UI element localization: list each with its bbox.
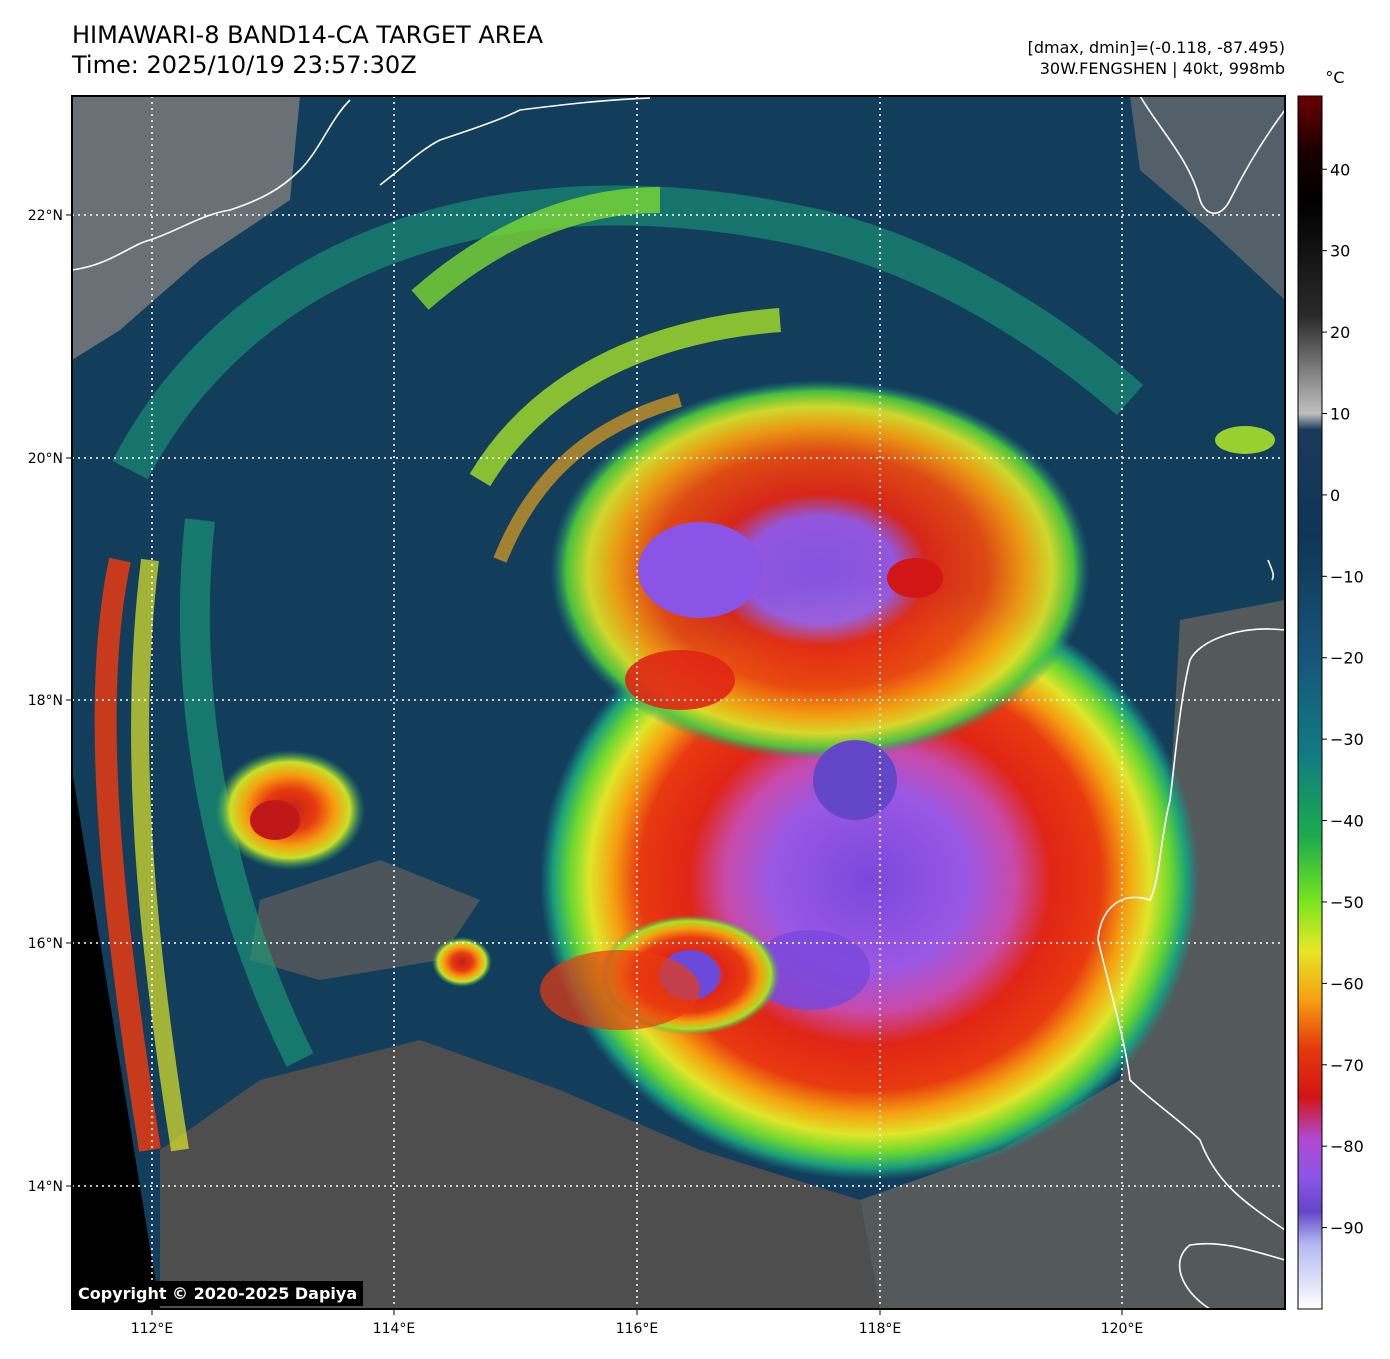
small-cell-east bbox=[1215, 426, 1275, 454]
land-south-china bbox=[72, 96, 300, 360]
map-frame bbox=[71, 95, 1286, 1310]
northern-cold-core bbox=[638, 522, 762, 618]
colorbar-tick-label: 40 bbox=[1330, 160, 1350, 179]
outer-band-1 bbox=[112, 185, 1144, 480]
central-cold-core bbox=[813, 740, 897, 820]
colorbar-tick-label: 10 bbox=[1330, 404, 1350, 423]
colorbar-unit: °C bbox=[1325, 68, 1344, 87]
west-band-teal bbox=[179, 518, 314, 1067]
colorbar-tick-label: −60 bbox=[1330, 974, 1364, 993]
coastline-china bbox=[72, 99, 351, 271]
meta-line-2: 30W.FENGSHEN | 40kt, 998mb bbox=[1039, 59, 1285, 78]
colorbar-tick-label: −20 bbox=[1330, 649, 1364, 668]
clear-sea-south bbox=[160, 1040, 880, 1309]
colorbar-ticks: 40 30 20 10 0 −10 −20 −30 −40 −50 −60 −70 −80 −90 bbox=[1322, 160, 1364, 1238]
lat-label-20: 20°N bbox=[28, 451, 63, 467]
lat-label-14: 14°N bbox=[28, 1179, 63, 1195]
west-band-yellow bbox=[131, 558, 189, 1152]
colorbar-tick-label: 20 bbox=[1330, 323, 1350, 342]
coastline-mindoro bbox=[1178, 1242, 1285, 1309]
satellite-image bbox=[72, 96, 1285, 1309]
colorbar-tick-label: 30 bbox=[1330, 242, 1350, 261]
lon-label-112: 112°E bbox=[131, 1321, 174, 1337]
lon-label-114: 114°E bbox=[373, 1321, 416, 1337]
outer-band-2 bbox=[411, 187, 661, 310]
colorbar-tick-label: −50 bbox=[1330, 893, 1364, 912]
west-cell-core bbox=[250, 800, 300, 840]
small-cell-sw bbox=[432, 937, 492, 987]
lon-label-118: 118°E bbox=[859, 1321, 902, 1337]
spiral-band-green bbox=[469, 308, 781, 487]
lat-axis: 22°N 20°N 18°N 16°N 14°N bbox=[28, 208, 72, 1195]
figure-meta: [dmax, dmin]=(-0.118, -87.495) 30W.FENGS… bbox=[1028, 37, 1285, 79]
figure-title: HIMAWARI-8 BAND14-CA TARGET AREA Time: 2… bbox=[72, 20, 543, 80]
colorbar-gradient bbox=[1297, 95, 1323, 1310]
colorbar-tick-label: −40 bbox=[1330, 812, 1364, 831]
title-line-2: Time: 2025/10/19 23:57:30Z bbox=[72, 51, 417, 79]
lat-label-16: 16°N bbox=[28, 936, 63, 952]
clear-sea-patch bbox=[250, 860, 480, 980]
no-data-wedge bbox=[72, 96, 160, 1309]
colorbar-tick-label: −90 bbox=[1330, 1219, 1364, 1238]
colorbar-tick-label: −80 bbox=[1330, 1137, 1364, 1156]
lat-label-22: 22°N bbox=[28, 208, 63, 224]
coastline-taiwan bbox=[1139, 96, 1285, 214]
meta-line-1: [dmax, dmin]=(-0.118, -87.495) bbox=[1027, 38, 1285, 57]
northern-convective-mass bbox=[550, 380, 1090, 760]
lon-label-116: 116°E bbox=[616, 1321, 659, 1337]
coastline-china-east bbox=[379, 97, 651, 186]
spiral-band-orange bbox=[493, 393, 682, 563]
land-taiwan-area bbox=[1130, 96, 1285, 300]
southwest-tail bbox=[540, 950, 700, 1030]
cell-18n bbox=[625, 650, 735, 710]
southern-cold-core bbox=[750, 930, 870, 1010]
copyright-label: Copyright © 2020-2025 Dapiya bbox=[72, 1281, 364, 1306]
title-line-1: HIMAWARI-8 BAND14-CA TARGET AREA bbox=[72, 21, 544, 49]
colorbar-tick-label: −30 bbox=[1330, 730, 1364, 749]
colorbar-tick-label: −10 bbox=[1330, 567, 1364, 586]
colorbar-tick-label: 0 bbox=[1330, 486, 1340, 505]
graticule bbox=[72, 96, 1285, 1309]
coastline-luzon bbox=[1097, 628, 1285, 1231]
coastline-island bbox=[1267, 559, 1275, 581]
small-cell-ne bbox=[887, 558, 943, 598]
lon-label-120: 120°E bbox=[1101, 1321, 1144, 1337]
colorbar-tick-label: −70 bbox=[1330, 1056, 1364, 1075]
lat-label-18: 18°N bbox=[28, 693, 63, 709]
lon-axis: 112°E 114°E 116°E 118°E 120°E bbox=[131, 1309, 1144, 1337]
colorbar: °C 40 30 20 10 0 −10 −20 −30 −40 −50 −60 −70 −80 −90 bbox=[1297, 68, 1364, 1310]
west-band-red bbox=[94, 557, 161, 1152]
